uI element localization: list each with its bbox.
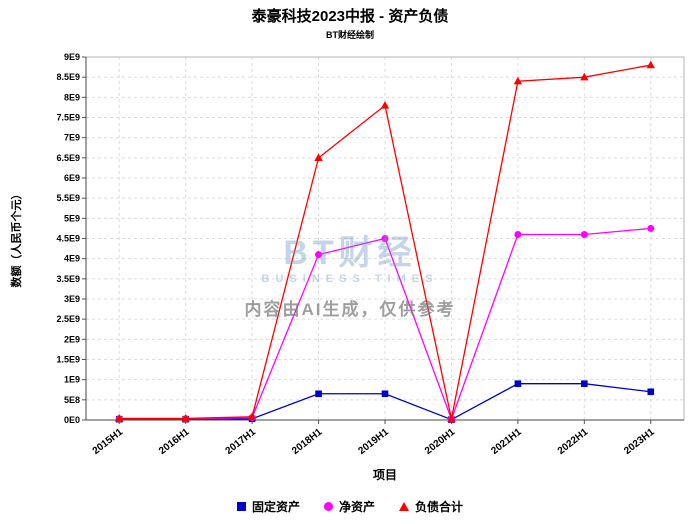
x-tick-label: 2022H1: [556, 426, 591, 457]
data-point-triangle: [646, 60, 655, 69]
data-point-square: [381, 390, 389, 398]
x-axis-title: 项目: [372, 468, 397, 482]
data-point-triangle: [513, 76, 523, 85]
legend-label: 固定资产: [251, 500, 300, 514]
x-tick-label: 2017H1: [224, 426, 259, 457]
x-tick-label: 2023H1: [622, 426, 657, 457]
legend-item-total-liabilities: 负债合计: [399, 498, 463, 515]
y-tick-label: 5E9: [64, 213, 80, 223]
square-marker-icon: [236, 502, 246, 511]
y-tick-label: 2E9: [64, 334, 80, 344]
chart-title: 泰豪科技2023中报 - 资产负债: [251, 8, 449, 25]
y-tick-label: 5.5E9: [56, 193, 80, 203]
y-tick-label: 0E0: [64, 415, 80, 425]
chart-subtitle: BT财经绘制: [326, 30, 374, 40]
x-tick-label: 2018H1: [290, 426, 325, 457]
y-tick-label: 9E9: [64, 52, 80, 62]
data-point-triangle: [181, 413, 190, 422]
y-tick-label: 6.5E9: [56, 153, 80, 163]
x-tick-label: 2016H1: [157, 426, 192, 457]
data-point-triangle: [247, 412, 257, 420]
y-axis-title: 数额（人民币个元）: [11, 188, 23, 288]
x-tick-label: 2021H1: [489, 426, 524, 457]
data-point-triangle: [314, 153, 323, 162]
circle-marker-icon: [323, 502, 333, 511]
y-tick-label: 1E9: [64, 375, 80, 385]
y-tick-label: 2.5E9: [56, 314, 80, 324]
data-point-square: [581, 380, 588, 387]
data-point-circle: [315, 251, 323, 259]
x-tick-label: 2020H1: [423, 426, 458, 457]
y-tick-label: 8E9: [64, 92, 80, 102]
legend-item-net-assets: 净资产: [323, 498, 375, 515]
y-tick-label: 6E9: [64, 173, 80, 183]
x-tick-label: 2015H1: [91, 426, 126, 457]
data-point-square: [315, 390, 322, 398]
data-point-circle: [514, 230, 522, 238]
y-tick-label: 4E9: [64, 254, 80, 264]
data-point-square: [514, 380, 522, 387]
legend: 固定资产 净资产 负债合计: [0, 498, 700, 515]
y-tick-label: 5E8: [64, 395, 80, 405]
triangle-marker-icon: [399, 502, 409, 511]
y-tick-label: 1.5E9: [56, 355, 80, 365]
legend-label: 净资产: [338, 500, 375, 514]
data-point-square: [647, 388, 655, 396]
data-point-circle: [580, 230, 588, 238]
data-point-circle: [381, 235, 389, 242]
data-point-triangle: [115, 413, 124, 422]
data-point-triangle: [580, 72, 589, 81]
y-tick-label: 7E9: [64, 133, 80, 143]
data-point-triangle: [380, 101, 390, 109]
line-chart-canvas: 0E0 5E8 1E9 1.5E9 2E9 2.5E9 3E9 3.5E9 4E9 4.5E9 5E…: [56, 52, 685, 457]
legend-item-fixed-assets: 固定资产: [236, 498, 300, 515]
x-tick-label: 2019H1: [356, 426, 391, 457]
data-point-circle: [647, 224, 655, 232]
y-tick-label: 3.5E9: [56, 274, 80, 284]
y-tick-label: 7.5E9: [56, 113, 80, 123]
y-tick-label: 4.5E9: [56, 234, 80, 244]
y-tick-label: 8.5E9: [56, 72, 80, 82]
data-point-triangle: [447, 414, 456, 422]
y-tick-label: 3E9: [64, 294, 80, 304]
legend-label: 负债合计: [415, 500, 464, 514]
